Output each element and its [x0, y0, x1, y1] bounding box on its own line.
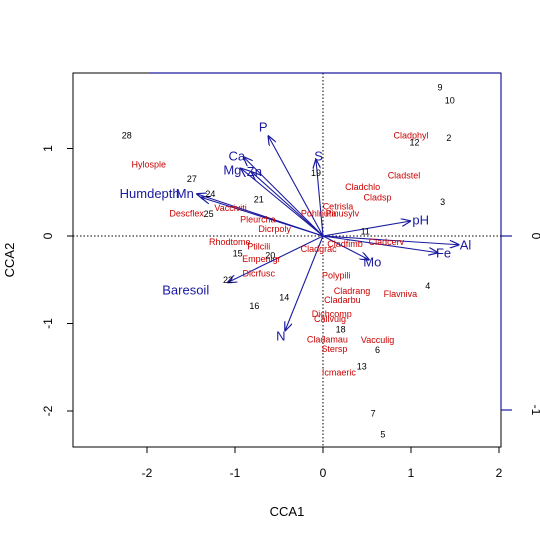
site-point: 28	[122, 130, 132, 140]
biplot-label: Fe	[436, 246, 451, 261]
biplot-label: Mn	[176, 186, 194, 201]
species-point: Icmaeric	[322, 368, 357, 378]
biplot-arrow-n	[285, 235, 324, 331]
species-point: Pinusylv	[326, 208, 360, 218]
site-point: 15	[233, 249, 243, 259]
biplot-label: S	[314, 148, 323, 163]
site-point: 14	[279, 292, 289, 302]
right-tick-label: -1	[529, 405, 540, 416]
species-point: Flavniva	[384, 289, 418, 299]
site-point: 21	[254, 194, 264, 204]
species-point: Cladfimb	[327, 239, 363, 249]
x-tick-label: 2	[496, 466, 503, 480]
species-point: Dicrfusc	[243, 269, 276, 279]
species-point: Dichcomp	[312, 309, 352, 319]
biplot-label: Baresoil	[162, 282, 209, 297]
species-point: Descflex	[169, 208, 204, 218]
site-point: 18	[336, 325, 346, 335]
biplot-arrow-humdepth	[202, 198, 324, 237]
site-scores: 28 910 2 12 3 4 27 24 25 21 19 11 15 20 22 16 14 18 6 13 7 5	[122, 82, 455, 439]
species-point: Dicrpoly	[258, 224, 291, 234]
site-point: 6	[375, 345, 380, 355]
species-point: Stersp	[321, 344, 347, 354]
species-point: Cladchlo	[345, 182, 380, 192]
species-point: Polypili	[322, 270, 351, 280]
x-tick-label: -1	[230, 466, 241, 480]
y-tick-label: -1	[41, 318, 55, 329]
biplot-arrow-s	[316, 160, 324, 237]
species-point: Cetrisla	[323, 201, 354, 211]
species-point: Pohlnuta	[301, 208, 337, 218]
species-point: Cladstel	[388, 171, 421, 181]
biplot-arrow-ph	[322, 221, 410, 237]
species-point: Vacculig	[361, 335, 394, 345]
right-tick-label: 0	[529, 233, 540, 240]
x-tick-label: 0	[320, 466, 327, 480]
biplot-label: Zn	[247, 164, 262, 179]
species-point: Rhodtome	[209, 237, 251, 247]
species-point: Hylosple	[132, 159, 167, 169]
x-tick-label: -2	[142, 466, 153, 480]
biplot-arrow-zn	[252, 172, 324, 237]
species-point: Ptilcili	[247, 242, 270, 252]
site-point: 19	[311, 168, 321, 178]
biplot-arrow-p	[268, 136, 324, 237]
site-point: 25	[204, 209, 214, 219]
axes-layer: -2 -1 0 1 2 -2 -1 0 1 0 -1	[41, 145, 540, 480]
biplot-arrow-mo	[322, 235, 369, 260]
site-point: 7	[371, 409, 376, 419]
biplot-arrow-ca	[244, 157, 324, 237]
y-tick-label: -2	[41, 405, 55, 416]
species-point: Empenigr	[242, 254, 281, 264]
site-point: 12	[410, 137, 420, 147]
site-point: 4	[425, 281, 430, 291]
biplot-arrows	[197, 136, 458, 330]
species-point: Cladrang	[334, 286, 371, 296]
species-point: Cladamau	[307, 334, 348, 344]
biplot-label: Ca	[228, 148, 245, 163]
species-point: Cladgrac	[301, 244, 338, 254]
site-point: 9	[438, 82, 443, 92]
species-point: Callvulg	[314, 314, 346, 324]
species-point: Cladarbu	[324, 295, 361, 305]
species-point: Cladcerv	[369, 237, 405, 247]
site-point: 16	[249, 301, 259, 311]
biplot-label: Al	[460, 238, 472, 253]
species-point: Vacciviti	[214, 203, 246, 213]
biplot-label: Mg	[223, 162, 241, 177]
species-point: Pleurcha	[240, 214, 276, 224]
reference-lines	[73, 73, 501, 447]
site-point: 20	[265, 250, 275, 260]
site-point: 24	[205, 189, 215, 199]
site-point: 27	[187, 174, 197, 184]
site-point: 11	[361, 227, 370, 237]
y-tick-label: 1	[41, 145, 55, 152]
biplot-label: Mo	[363, 254, 381, 269]
biplot-label: N	[276, 329, 285, 344]
x-tick-label: 1	[408, 466, 415, 480]
site-point: 2	[446, 133, 451, 143]
biplot-label: P	[259, 120, 268, 135]
site-point: 13	[357, 361, 367, 371]
site-point: 22	[223, 275, 233, 285]
y-tick-label: 0	[41, 232, 55, 239]
site-point: 5	[380, 430, 385, 440]
biplot-label: Humdepth	[120, 186, 180, 201]
site-point: 10	[445, 95, 455, 105]
species-point: Cladsp	[364, 193, 392, 203]
biplot-arrow-fe	[322, 235, 437, 253]
site-point: 3	[440, 197, 445, 207]
x-axis-title: CCA1	[270, 504, 305, 519]
species-point: Cladphyl	[393, 130, 428, 140]
biplot-label: pH	[412, 212, 429, 227]
y-axis-title: CCA2	[2, 243, 17, 278]
biplot-arrow-al	[322, 235, 459, 245]
biplot-arrow-baresoil	[228, 235, 324, 282]
